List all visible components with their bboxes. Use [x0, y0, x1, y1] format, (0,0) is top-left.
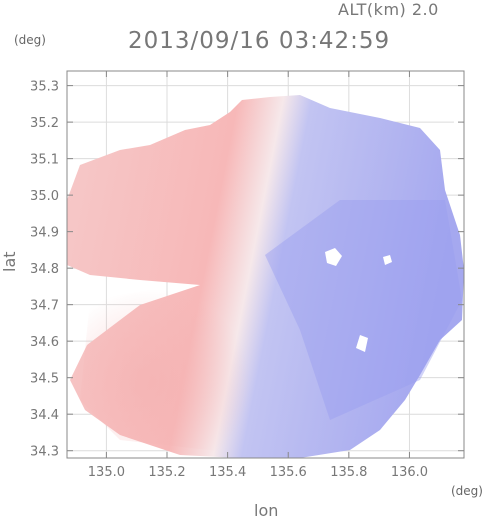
- plot-frame: [66, 70, 465, 459]
- x-tick-label: 136.0: [391, 465, 428, 480]
- altitude-label: ALT(km) 2.0: [338, 0, 439, 19]
- x-tick-label: 135.6: [270, 465, 307, 480]
- axis-ticks: 135.0 135.2 135.4 135.6 135.8 136.0 34.3 34.4 34…: [30, 71, 464, 480]
- x-tick-label: 135.0: [88, 465, 125, 480]
- y-tick-label: 34.3: [30, 445, 59, 460]
- x-axis-unit: (deg): [451, 484, 483, 498]
- x-tick-label: 135.4: [209, 465, 246, 480]
- timestamp: 2013/09/16 03:42:59: [128, 28, 391, 54]
- y-tick-label: 35.1: [30, 153, 59, 168]
- y-tick-label: 34.6: [30, 335, 59, 350]
- y-tick-label: 35.0: [30, 189, 59, 204]
- y-tick-label: 35.2: [30, 116, 59, 131]
- x-tick-label: 135.2: [148, 465, 185, 480]
- x-tick-label: 135.8: [330, 465, 367, 480]
- y-tick-label: 34.9: [30, 226, 59, 241]
- y-tick-label: 34.8: [30, 262, 59, 277]
- y-axis-unit: (deg): [14, 33, 46, 47]
- y-tick-label: 35.3: [30, 80, 59, 95]
- y-tick-label: 34.7: [30, 299, 59, 314]
- y-tick-label: 34.4: [30, 408, 59, 423]
- y-tick-label: 34.5: [30, 372, 59, 387]
- velocity-field: [67, 95, 464, 458]
- x-axis-label: lon: [254, 501, 279, 520]
